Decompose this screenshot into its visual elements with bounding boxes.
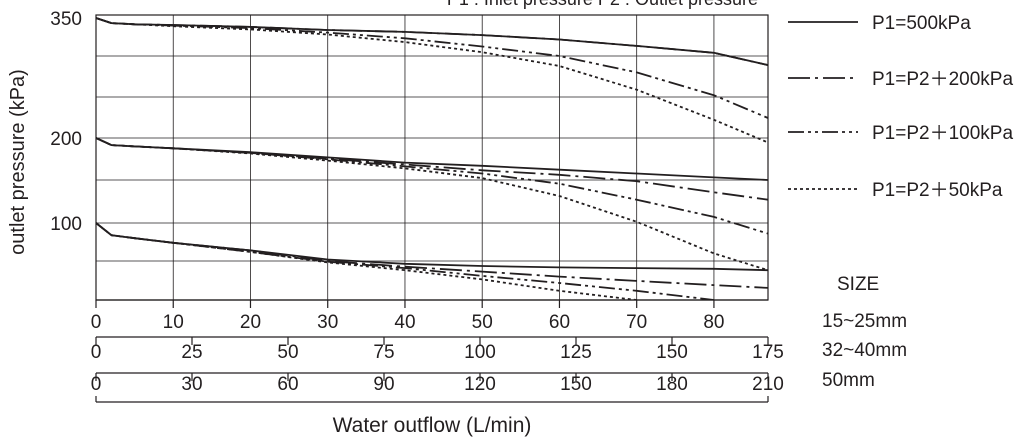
x-tick-label: 175 (752, 342, 784, 363)
grid (96, 15, 768, 300)
series-line (96, 137, 768, 181)
x-axis-label: Water outflow (L/min) (333, 414, 532, 437)
y-tick-label: 100 (50, 214, 82, 235)
x-tick-label: 50 (277, 342, 298, 363)
series-line (96, 17, 768, 119)
x-tick-label: 210 (752, 374, 784, 395)
series-line (96, 222, 715, 300)
x-tick-label: 120 (464, 374, 496, 395)
chart-title: P1 : Inlet pressure P2 : Outlet pressure (447, 0, 758, 9)
x-tick-label: 30 (317, 312, 338, 333)
size-label: 32~40mm (822, 340, 907, 361)
x-tick-label: 180 (656, 374, 688, 395)
x-tick-label: 60 (277, 374, 298, 395)
series-layer (96, 17, 768, 300)
legend-label: P1=500kPa (872, 13, 971, 34)
x-tick-label: 0 (91, 374, 102, 395)
legend-label: P1=P2＋100kPa (872, 123, 1013, 144)
series-line (96, 222, 637, 300)
series-line (96, 17, 768, 144)
size-header: SIZE (837, 274, 879, 295)
size-label: 15~25mm (822, 311, 907, 332)
y-axis-label: outlet pressure (kPa) (7, 69, 29, 255)
x-tick-label: 125 (560, 342, 592, 363)
x-tick-label: 50 (472, 312, 493, 333)
x-tick-label: 100 (464, 342, 496, 363)
y-tick-label: 350 (50, 9, 82, 30)
y-tick-label: 200 (50, 129, 82, 150)
x-tick-label: 25 (181, 342, 202, 363)
x-tick-label: 80 (703, 312, 724, 333)
x-tick-label: 20 (240, 312, 261, 333)
series-line (96, 222, 768, 272)
series-line (96, 137, 768, 272)
x-tick-label: 90 (373, 374, 394, 395)
series-line (96, 222, 768, 289)
x-tick-label: 75 (373, 342, 394, 363)
x-tick-label: 150 (656, 342, 688, 363)
x-tick-label: 70 (626, 312, 647, 333)
y-ticks: 350 200 100 (50, 9, 82, 235)
size-label: 50mm (822, 370, 875, 391)
plot-frame (95, 14, 769, 301)
legend: P1=500kPa P1=P2＋200kPa P1=P2＋100kPa P1=P2＋5… (788, 13, 1013, 201)
legend-label: P1=P2＋200kPa (872, 69, 1013, 90)
x-axes: 0 10 20 30 40 50 60 70 80 0 25 50 75 100 125 150 175 0 30 6… (91, 299, 784, 403)
x-tick-label: 150 (560, 374, 592, 395)
x-tick-label: 10 (163, 312, 184, 333)
x-tick-label: 30 (181, 374, 202, 395)
x-tick-label: 40 (394, 312, 415, 333)
x-tick-label: 0 (91, 312, 102, 333)
legend-label: P1=P2＋50kPa (872, 180, 1003, 201)
x-tick-label: 60 (549, 312, 570, 333)
series-line (96, 137, 768, 201)
series-line (96, 17, 768, 66)
size-labels: 15~25mm 32~40mm 50mm (822, 311, 907, 391)
x-tick-label: 0 (91, 342, 102, 363)
